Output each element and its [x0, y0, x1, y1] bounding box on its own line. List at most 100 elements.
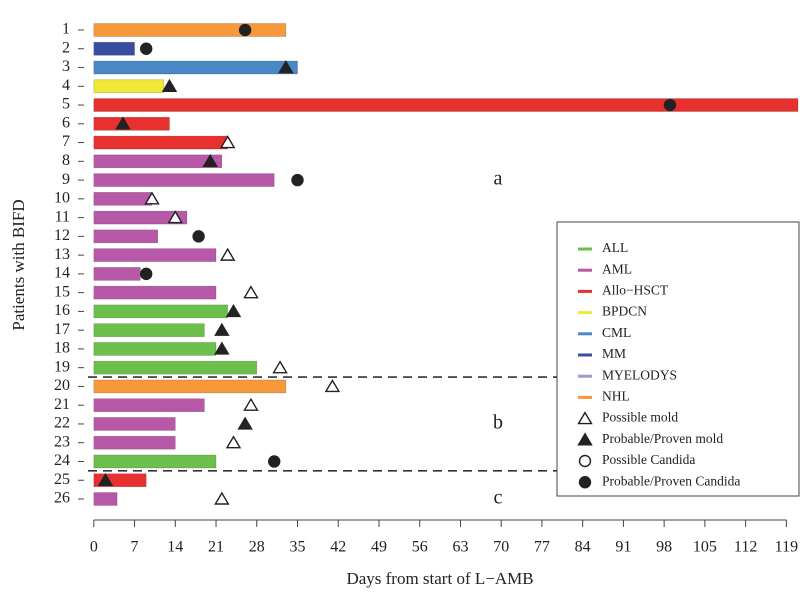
event-marker — [578, 454, 592, 468]
event-marker — [577, 432, 593, 446]
bar — [93, 79, 164, 94]
x-tick-label: 98 — [656, 539, 672, 556]
bar — [93, 173, 275, 187]
x-tick-label: 42 — [330, 539, 346, 556]
event-marker — [202, 153, 218, 168]
bar — [93, 417, 176, 431]
y-tick-label: 20 — [54, 377, 70, 394]
y-tick-label: 4 — [62, 77, 70, 94]
event-marker — [161, 78, 178, 92]
x-tick-label: 119 — [775, 539, 798, 556]
legend-label: Probable/Proven Candida — [602, 473, 740, 488]
event-marker — [243, 397, 259, 411]
y-tick-label: 9 — [62, 171, 70, 188]
legend-label: Possible Candida — [602, 452, 695, 467]
y-tick-label: 3 — [62, 58, 70, 75]
x-tick-label: 91 — [615, 539, 631, 556]
y-tick-label: 2 — [62, 39, 70, 56]
y-tick-label: 1 — [62, 21, 70, 38]
y-tick-label: 25 — [54, 471, 70, 488]
y-tick-label: 5 — [62, 96, 70, 113]
legend-label: NHL — [602, 388, 630, 403]
y-tick-label: 17 — [54, 321, 70, 338]
x-tick-label: 0 — [90, 539, 98, 556]
event-marker — [97, 472, 114, 486]
x-tick-label: 105 — [693, 539, 717, 556]
event-marker — [115, 116, 131, 130]
x-tick-label: 14 — [167, 539, 183, 556]
x-tick-label: 28 — [249, 539, 265, 556]
y-tick-label: 15 — [54, 283, 70, 300]
event-marker — [324, 379, 341, 393]
bar — [93, 342, 217, 356]
y-tick-label: 18 — [54, 340, 70, 357]
bar — [93, 210, 188, 225]
event-marker — [243, 285, 259, 299]
bar — [93, 154, 223, 169]
y-tick-label: 14 — [54, 265, 70, 282]
event-marker — [214, 341, 230, 355]
bar — [93, 360, 258, 375]
x-tick-label: 70 — [493, 539, 509, 556]
bar — [93, 379, 287, 394]
y-tick-label: 22 — [54, 415, 70, 432]
bar — [93, 304, 228, 319]
x-tick-label: 7 — [131, 539, 139, 556]
y-tick-label: 10 — [54, 190, 70, 207]
bar — [93, 60, 298, 75]
bar — [93, 135, 228, 150]
event-marker — [238, 23, 252, 37]
bar — [93, 267, 141, 281]
y-axis-title: Patients with BIFD — [9, 199, 28, 330]
event-marker — [577, 411, 593, 425]
x-tick-label: 56 — [412, 539, 428, 556]
x-tick-label: 112 — [734, 539, 757, 556]
legend-label: CML — [602, 325, 631, 340]
event-marker — [139, 42, 153, 55]
bar — [93, 192, 153, 206]
y-tick-label: 23 — [54, 433, 70, 450]
event-marker — [139, 267, 153, 281]
bar — [93, 323, 205, 337]
group-label: c — [494, 487, 503, 509]
event-marker — [272, 360, 288, 374]
legend-box — [556, 221, 800, 497]
event-marker — [225, 435, 242, 449]
y-tick-label: 12 — [54, 227, 70, 244]
legend-label: BPDCN — [602, 304, 647, 319]
bar — [93, 248, 217, 262]
legend-label: MYELODYS — [602, 367, 677, 382]
x-tick-label: 35 — [290, 539, 306, 556]
event-marker — [225, 304, 242, 318]
y-tick-label: 24 — [54, 452, 70, 469]
group-label: b — [493, 412, 503, 434]
y-tick-label: 7 — [62, 133, 70, 150]
y-tick-label: 16 — [54, 302, 70, 319]
y-tick-label: 8 — [62, 152, 70, 169]
event-marker — [278, 60, 294, 74]
bar — [93, 492, 118, 506]
bar — [93, 117, 170, 131]
y-tick-label: 21 — [54, 396, 70, 413]
event-marker — [291, 173, 304, 187]
event-marker — [214, 322, 230, 336]
bar — [93, 398, 205, 413]
legend-label: AML — [602, 261, 632, 276]
group-label: a — [494, 168, 503, 190]
x-tick-label: 21 — [208, 539, 224, 556]
event-marker — [268, 455, 281, 468]
event-marker — [167, 210, 184, 224]
event-marker — [214, 491, 230, 505]
event-marker — [192, 230, 205, 243]
legend-label: MM — [602, 346, 626, 361]
y-tick-label: 13 — [54, 246, 70, 263]
x-tick-label: 84 — [575, 539, 591, 556]
bar — [93, 41, 135, 56]
event-marker — [219, 135, 236, 149]
y-tick-label: 19 — [54, 358, 70, 375]
bar — [93, 98, 799, 112]
x-tick-label: 77 — [534, 539, 550, 556]
bar — [93, 435, 176, 450]
